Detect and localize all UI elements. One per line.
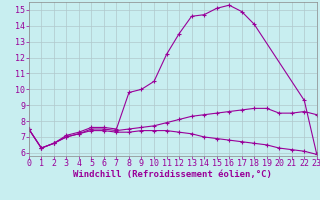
- X-axis label: Windchill (Refroidissement éolien,°C): Windchill (Refroidissement éolien,°C): [73, 170, 272, 179]
